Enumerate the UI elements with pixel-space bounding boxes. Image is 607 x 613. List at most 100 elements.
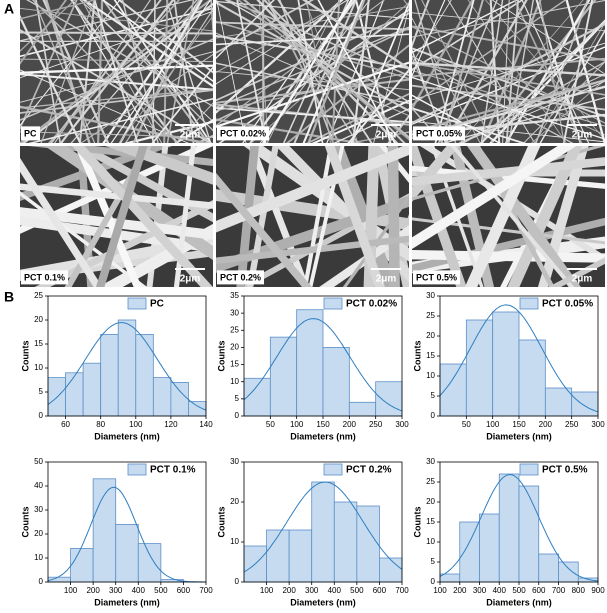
fiber: [324, 146, 385, 287]
fiber: [78, 0, 96, 143]
x-tick-label: 100: [433, 586, 447, 595]
fiber: [264, 0, 359, 143]
x-tick-label: 100: [486, 420, 500, 429]
fiber: [412, 47, 605, 136]
x-tick-label: 200: [343, 420, 357, 429]
fiber: [249, 0, 357, 143]
fiber: [266, 0, 340, 143]
fiber: [562, 0, 594, 143]
fiber: [242, 0, 409, 139]
x-tick-label: 80: [96, 420, 105, 429]
sem-image: [412, 0, 605, 143]
x-tick-label: 700: [395, 586, 409, 595]
y-tick-label: 35: [230, 291, 239, 300]
fiber: [70, 0, 179, 143]
x-tick-label: 700: [199, 586, 213, 595]
x-tick-label: 600: [177, 586, 191, 595]
fiber: [460, 80, 605, 143]
label-box: [21, 126, 41, 141]
y-axis-label: Counts: [412, 507, 422, 538]
fiber: [513, 0, 583, 143]
bar: [577, 577, 599, 583]
legend-swatch: [127, 463, 147, 476]
legend-swatch: [519, 297, 539, 310]
fiber: [20, 89, 213, 114]
fiber: [20, 64, 213, 74]
panel-label: B: [4, 289, 14, 305]
fiber: [216, 12, 409, 102]
fiber: [412, 157, 605, 186]
fiber: [44, 146, 213, 261]
fit-curve: [243, 318, 403, 412]
fit-curve: [439, 474, 599, 582]
fiber: [20, 191, 148, 287]
fiber: [20, 38, 213, 121]
fiber: [412, 0, 567, 106]
y-axis-label: Counts: [20, 507, 30, 538]
fiber: [412, 0, 452, 65]
fiber: [505, 0, 519, 143]
fiber: [412, 55, 449, 143]
fiber: [216, 78, 409, 104]
bar: [311, 481, 335, 583]
scale-label: 2μm: [572, 130, 593, 141]
fiber: [216, 118, 365, 143]
bar: [348, 401, 377, 417]
legend-label: PCT 0.1%: [150, 465, 196, 476]
fiber: [216, 103, 409, 126]
fiber: [93, 0, 139, 143]
fiber: [70, 0, 198, 143]
fit-curve: [47, 486, 206, 583]
x-tick-label: 500: [350, 586, 364, 595]
fiber: [236, 193, 409, 287]
plot-frame: [47, 461, 207, 583]
x-axis-label: Diameters (nm): [486, 431, 552, 441]
sem-image: [20, 0, 213, 143]
label-box: [413, 270, 461, 285]
fiber: [20, 0, 121, 127]
fiber: [412, 146, 467, 287]
fiber: [302, 0, 364, 143]
fiber: [216, 189, 409, 231]
fiber: [262, 0, 265, 143]
fiber: [72, 146, 213, 223]
y-tick-label: 20: [34, 315, 43, 324]
y-tick-label: 0: [39, 577, 44, 586]
fiber: [412, 0, 519, 54]
fiber: [548, 257, 605, 287]
x-tick-label: 500: [512, 586, 526, 595]
y-tick-label: 0: [235, 411, 240, 420]
fiber: [121, 0, 159, 143]
fiber: [250, 1, 409, 143]
y-tick-label: 0: [431, 577, 436, 586]
fiber: [20, 88, 213, 109]
y-tick-label: 10: [230, 377, 239, 386]
bar: [571, 391, 599, 417]
fiber: [35, 0, 62, 143]
y-tick-label: 30: [230, 308, 239, 317]
bar: [170, 381, 189, 417]
fiber: [102, 0, 210, 143]
fiber: [278, 0, 335, 143]
x-tick-label: 400: [328, 586, 342, 595]
fiber: [308, 146, 345, 287]
fiber: [20, 0, 98, 20]
bar: [135, 333, 154, 417]
x-tick-label: 100: [290, 420, 304, 429]
x-axis-label: Diameters (nm): [486, 597, 552, 607]
y-tick-label: 15: [426, 351, 435, 360]
bar: [152, 377, 172, 417]
fiber: [72, 146, 213, 287]
legend-swatch: [127, 297, 147, 310]
fiber: [216, 0, 275, 60]
fiber: [412, 94, 501, 143]
fiber: [347, 131, 409, 143]
fiber: [412, 146, 460, 202]
fiber: [293, 0, 358, 143]
fiber: [440, 0, 484, 143]
fiber: [124, 8, 213, 143]
fiber: [412, 120, 605, 143]
legend-swatch: [519, 463, 539, 476]
fiber: [95, 146, 148, 287]
